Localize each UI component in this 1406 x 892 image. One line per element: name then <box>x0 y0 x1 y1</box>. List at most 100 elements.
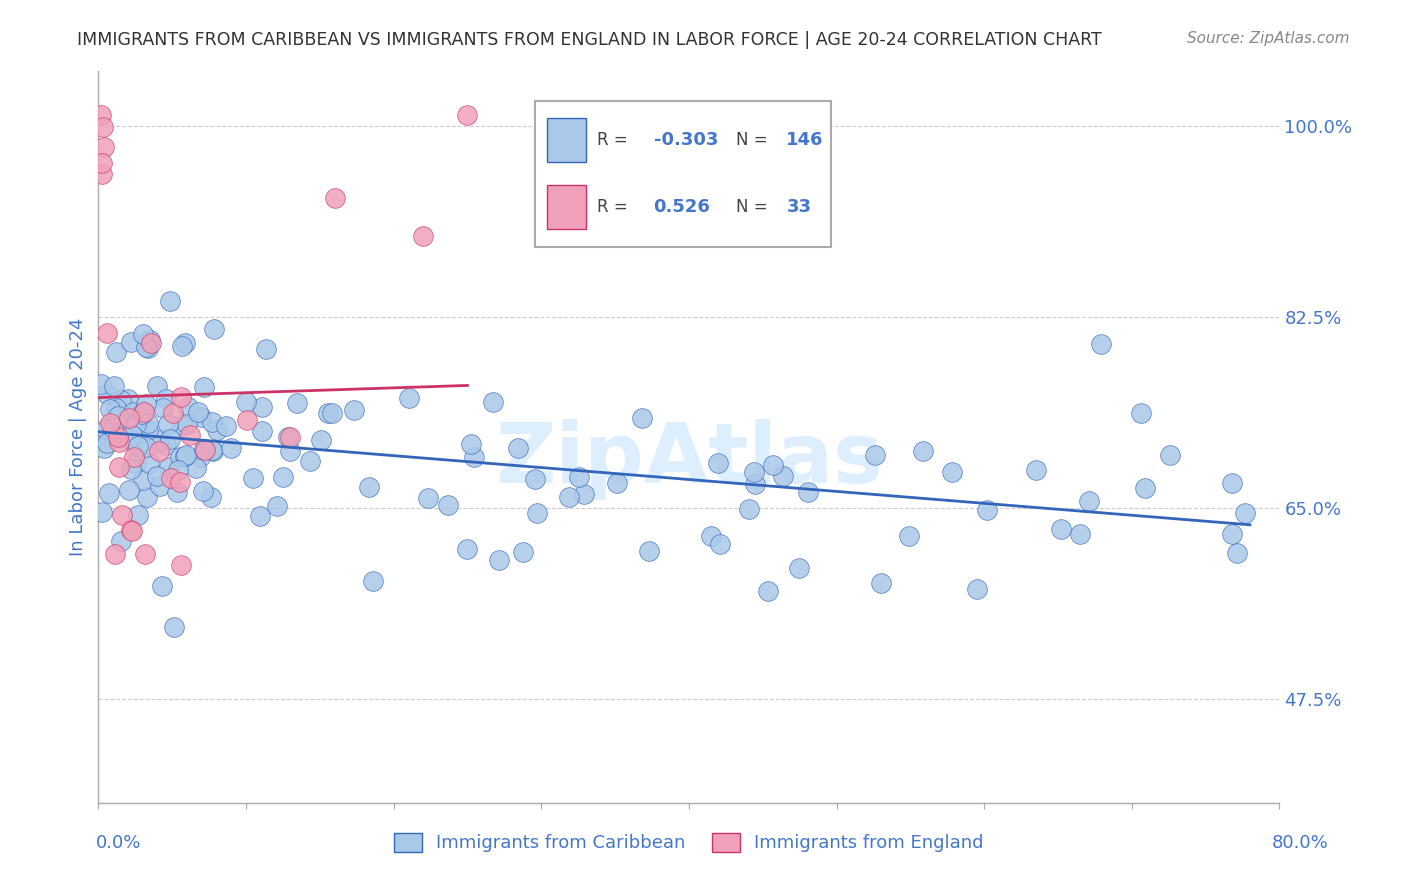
Point <box>136 416 159 430</box>
Point <box>131 404 153 418</box>
Point <box>112 426 135 441</box>
Point <box>361 574 384 589</box>
Point <box>1133 481 1156 495</box>
Point <box>111 508 134 523</box>
Point <box>1077 493 1099 508</box>
Point <box>138 456 160 470</box>
Y-axis label: In Labor Force | Age 20-24: In Labor Force | Age 20-24 <box>69 318 87 557</box>
Point <box>117 411 139 425</box>
Point <box>1025 463 1047 477</box>
Point <box>398 391 420 405</box>
Point <box>172 339 194 353</box>
Point <box>136 490 159 504</box>
Point <box>94 422 117 436</box>
Point <box>135 340 157 354</box>
Point <box>90 377 112 392</box>
Text: Source: ZipAtlas.com: Source: ZipAtlas.com <box>1187 31 1350 46</box>
Point <box>127 508 149 522</box>
Point <box>709 536 731 550</box>
Point <box>606 475 628 490</box>
Point <box>941 465 963 479</box>
Point <box>1233 506 1256 520</box>
Point <box>456 542 478 557</box>
Point <box>90 168 112 182</box>
Point <box>139 336 162 351</box>
Point <box>155 392 177 406</box>
Point <box>966 582 988 596</box>
Point <box>104 401 127 415</box>
Point <box>159 293 181 308</box>
Point <box>558 490 581 504</box>
Point <box>135 397 157 411</box>
Point <box>359 480 381 494</box>
Point <box>121 524 143 539</box>
Point <box>159 471 181 485</box>
Point <box>162 406 184 420</box>
Point <box>460 437 482 451</box>
Text: 80.0%: 80.0% <box>1272 834 1329 852</box>
Point <box>1226 546 1249 560</box>
Point <box>105 344 128 359</box>
Point <box>488 553 510 567</box>
Point <box>124 417 146 431</box>
Point <box>98 416 121 430</box>
Point <box>194 443 217 458</box>
Point <box>201 415 224 429</box>
Point <box>316 406 339 420</box>
Point <box>280 430 302 444</box>
Point <box>96 436 118 450</box>
Point <box>166 485 188 500</box>
Point <box>131 407 153 421</box>
Point <box>159 432 181 446</box>
Point <box>170 418 193 433</box>
Point <box>98 486 121 500</box>
Point <box>323 191 346 205</box>
Point <box>250 400 273 414</box>
Point <box>91 120 114 134</box>
Point <box>250 424 273 438</box>
Point <box>176 401 198 415</box>
Point <box>299 454 322 468</box>
Point <box>271 469 294 483</box>
Point <box>190 409 212 424</box>
Point <box>416 491 439 506</box>
Point <box>897 529 920 543</box>
Point <box>797 484 820 499</box>
Point <box>193 380 215 394</box>
Point <box>121 417 143 432</box>
Point <box>110 392 132 407</box>
Point <box>912 443 935 458</box>
Point <box>869 575 891 590</box>
Point <box>574 487 596 501</box>
Point <box>412 229 434 244</box>
Point <box>738 502 761 516</box>
Point <box>254 343 277 357</box>
Point <box>118 483 141 498</box>
Point <box>202 321 225 335</box>
Point <box>107 409 129 424</box>
Point <box>155 438 177 452</box>
Point <box>219 442 242 456</box>
Point <box>96 386 118 401</box>
Point <box>512 544 534 558</box>
Point <box>188 450 211 465</box>
Point <box>186 461 208 475</box>
Point <box>321 406 343 420</box>
Point <box>1090 336 1112 351</box>
Point <box>117 392 139 406</box>
Point <box>98 401 121 416</box>
Point <box>163 620 186 634</box>
Point <box>437 498 460 512</box>
Point <box>96 326 118 340</box>
Point <box>463 450 485 465</box>
Point <box>242 470 264 484</box>
Point <box>266 499 288 513</box>
Point <box>215 419 238 434</box>
Point <box>150 579 173 593</box>
Point <box>201 443 224 458</box>
Point <box>103 379 125 393</box>
Point <box>789 561 811 575</box>
Text: IMMIGRANTS FROM CARIBBEAN VS IMMIGRANTS FROM ENGLAND IN LABOR FORCE | AGE 20-24 : IMMIGRANTS FROM CARIBBEAN VS IMMIGRANTS … <box>77 31 1102 49</box>
Point <box>179 427 201 442</box>
Point <box>132 473 155 487</box>
